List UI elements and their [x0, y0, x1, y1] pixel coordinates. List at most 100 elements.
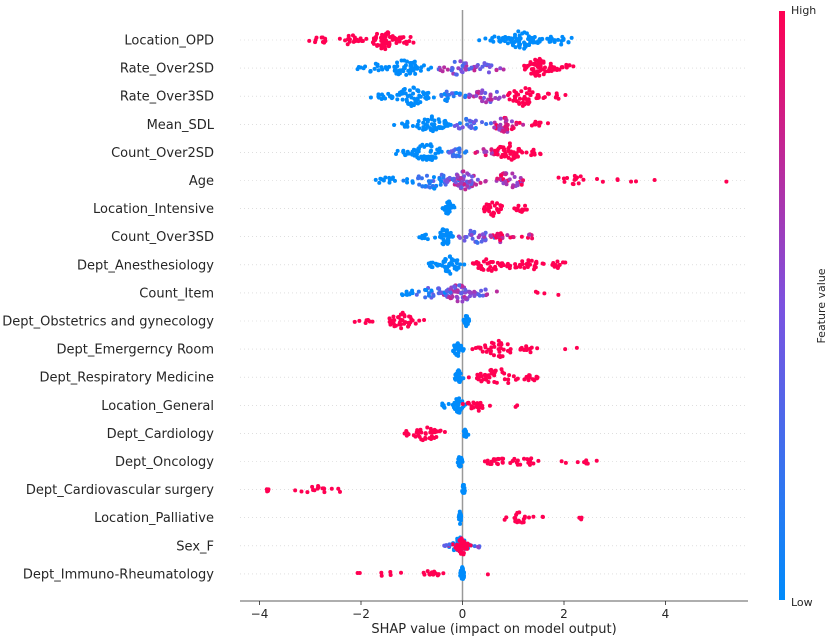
feature-label: Location_OPD: [124, 34, 214, 49]
shap-point: [397, 68, 402, 73]
shap-point: [472, 229, 477, 234]
shap-point: [417, 126, 422, 131]
shap-point: [517, 45, 522, 50]
shap-point: [464, 235, 469, 240]
shap-point: [448, 254, 452, 259]
shap-point: [404, 72, 409, 77]
shap-point: [307, 38, 312, 43]
shap-point: [488, 121, 493, 126]
shap-point: [533, 40, 538, 45]
shap-point: [403, 153, 408, 158]
shap-point: [422, 317, 427, 322]
shap-point: [457, 121, 462, 126]
shap-point: [455, 377, 460, 382]
shap-point: [445, 228, 450, 233]
shap-point: [447, 92, 452, 97]
shap-point: [416, 89, 421, 94]
shap-point: [396, 315, 401, 320]
shap-point: [431, 175, 436, 180]
shap-point: [495, 176, 500, 181]
shap-point: [451, 176, 456, 181]
shap-point: [356, 64, 361, 69]
shap-point: [449, 261, 454, 266]
shap-point: [386, 91, 391, 96]
shap-point: [480, 405, 485, 410]
shap-point: [514, 37, 519, 42]
shap-point: [484, 257, 489, 262]
shap-point: [465, 171, 470, 176]
shap-point: [549, 69, 554, 74]
shap-point: [399, 36, 404, 41]
shap-point: [337, 36, 342, 41]
shap-point: [422, 117, 427, 122]
shap-point: [399, 570, 404, 575]
shap-point: [526, 34, 531, 39]
shap-point: [483, 36, 488, 41]
shap-point: [425, 425, 430, 430]
feature-label: Count_Over3SD: [111, 230, 214, 245]
shap-point: [404, 97, 409, 102]
shap-point: [503, 116, 508, 121]
shap-point: [435, 147, 440, 152]
shap-point: [426, 67, 431, 72]
shap-point: [514, 512, 519, 517]
shap-point: [478, 67, 483, 72]
row-guidelines: [240, 39, 748, 575]
shap-point: [560, 65, 565, 70]
shap-point: [488, 93, 493, 98]
shap-point: [445, 200, 450, 205]
shap-point: [511, 458, 516, 463]
shap-point: [506, 145, 511, 150]
shap-point: [518, 42, 523, 47]
shap-point: [440, 241, 445, 246]
shap-point: [372, 66, 377, 71]
shap-point: [540, 36, 545, 41]
shap-point: [522, 265, 527, 270]
shap-point: [413, 321, 418, 326]
shap-point: [459, 69, 464, 74]
shap-point: [507, 177, 512, 182]
shap-point: [495, 462, 500, 467]
shap-point: [559, 42, 564, 47]
shap-point: [522, 456, 526, 461]
shap-point: [400, 67, 405, 72]
shap-point: [442, 543, 447, 548]
shap-point: [445, 180, 450, 185]
shap-point: [492, 344, 497, 349]
shap-point: [484, 100, 489, 105]
shap-point: [359, 39, 364, 44]
shap-point: [503, 172, 508, 177]
shap-point: [489, 147, 494, 152]
shap-point: [417, 182, 422, 187]
shap-point: [462, 262, 467, 267]
shap-point: [490, 211, 495, 216]
shap-point: [463, 287, 468, 292]
shap-point: [528, 60, 533, 65]
shap-point: [484, 149, 489, 154]
shap-point: [451, 349, 456, 354]
shap-point: [487, 403, 492, 408]
shap-point: [572, 177, 577, 182]
shap-point: [425, 123, 430, 128]
shap-point: [542, 65, 547, 70]
shap-point: [496, 457, 501, 462]
shap-point: [481, 95, 486, 100]
shap-point: [652, 177, 657, 182]
shap-point: [472, 544, 477, 549]
shap-point: [431, 293, 436, 298]
shap-point: [480, 120, 484, 125]
shap-point: [447, 206, 452, 211]
shap-point: [498, 238, 503, 243]
shap-point: [455, 174, 460, 179]
shap-point: [511, 98, 516, 103]
shap-point: [499, 207, 504, 212]
colorbar-low-label: Low: [791, 596, 813, 609]
shap-point: [471, 120, 476, 125]
shap-point: [430, 260, 435, 265]
shap-point: [556, 175, 561, 180]
shap-point: [455, 546, 460, 551]
shap-point: [529, 71, 534, 76]
shap-point: [478, 371, 483, 376]
shap-point: [455, 341, 460, 346]
shap-point: [450, 234, 455, 239]
